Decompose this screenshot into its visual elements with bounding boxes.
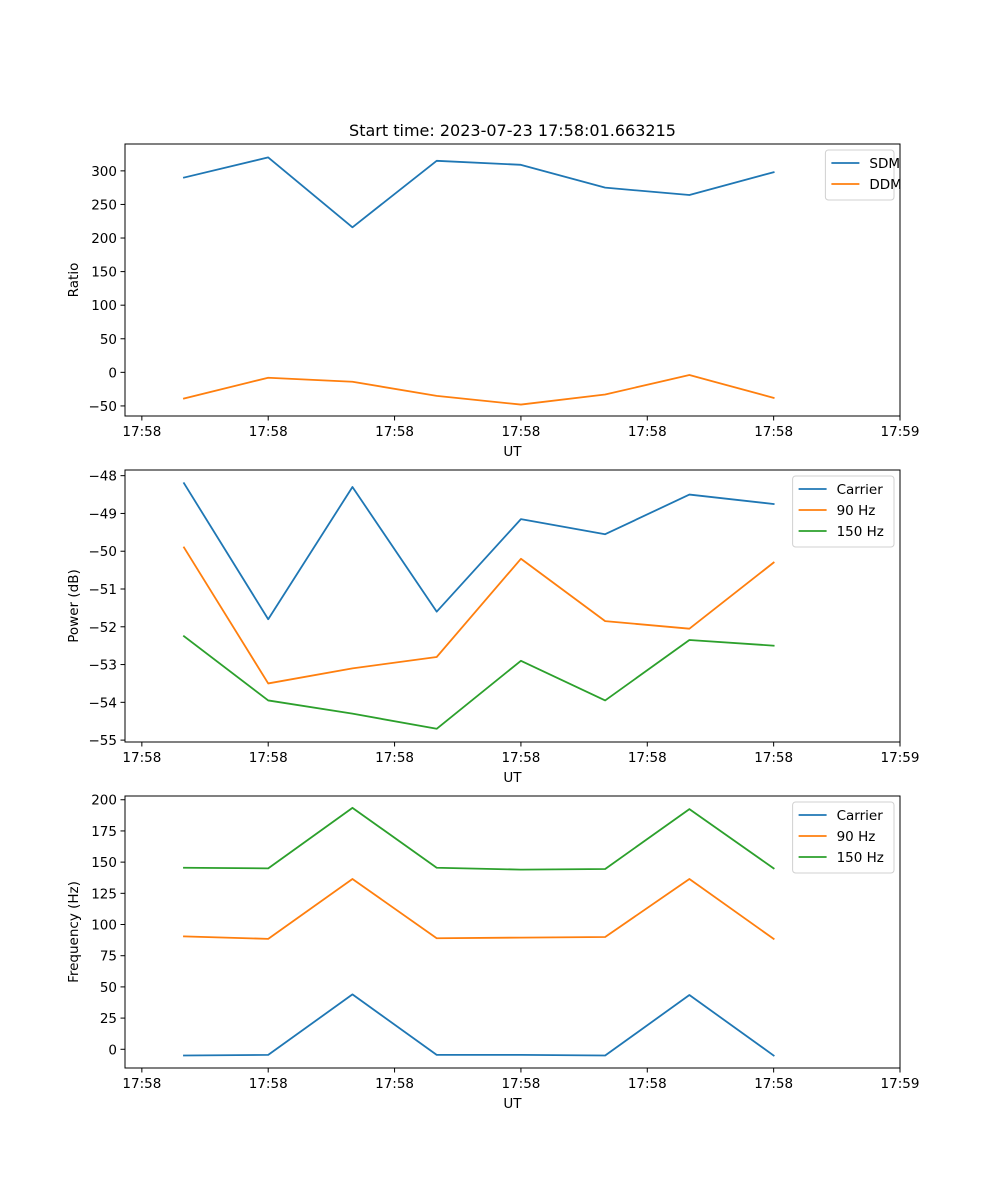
y-tick-label: 0 (108, 365, 117, 381)
series-line-150-hz (182, 634, 775, 730)
x-tick-label: 17:58 (249, 424, 288, 440)
y-tick-label: 0 (108, 1042, 117, 1058)
x-tick-label: 17:58 (249, 1076, 288, 1092)
series-line-carrier (183, 993, 775, 1057)
axes-frame (124, 469, 901, 743)
frequency-panel: UT Frequency (Hz) 17:58 17:58 17:58 17:58 17… (66, 793, 919, 1112)
legend-label: Carrier (837, 482, 884, 498)
x-tick-label: 17:58 (501, 424, 540, 440)
y-tick-label: 150 (91, 855, 117, 871)
y-tick-label: 200 (91, 793, 117, 809)
x-axis-label: UT (503, 1096, 522, 1112)
y-tick-label: −50 (89, 399, 118, 415)
x-tick-label: 17:58 (122, 1076, 161, 1092)
x-tick-label: 17:58 (628, 424, 667, 440)
y-tick-label: −53 (89, 658, 118, 674)
y-axis-label: Ratio (66, 263, 82, 298)
y-tick-label: 250 (91, 197, 117, 213)
y-tick-label: −49 (89, 506, 118, 522)
y-tick-label: −52 (89, 620, 118, 636)
legend-box (792, 801, 895, 874)
x-tick-label: 17:59 (881, 1076, 920, 1092)
ratio-panel: Start time: 2023-07-23 17:58:01.663215 U… (66, 121, 919, 460)
chart-title: Start time: 2023-07-23 17:58:01.663215 (349, 121, 676, 140)
y-tick-label: 300 (91, 164, 117, 180)
series-line-90-hz (182, 546, 775, 685)
y-tick-label: 175 (91, 824, 117, 840)
y-tick-label: −55 (89, 733, 118, 749)
y-tick-label: 125 (91, 886, 117, 902)
y-tick-label: 75 (100, 949, 117, 965)
series-line-sdm (182, 156, 775, 229)
x-tick-label: 17:59 (881, 750, 920, 766)
series-line-carrier (182, 481, 775, 621)
legend-box (792, 475, 895, 548)
axes-frame (124, 795, 901, 1069)
axes-frame (124, 143, 901, 417)
legend: SDM DDM (824, 149, 902, 201)
series-line-ddm (182, 374, 775, 406)
y-tick-label: −54 (89, 695, 118, 711)
legend-label: 150 Hz (837, 850, 884, 866)
x-tick-label: 17:58 (754, 424, 793, 440)
y-tick-label: 25 (100, 1011, 117, 1027)
y-tick-label: 100 (91, 918, 117, 934)
series-line-150-hz (183, 806, 775, 871)
x-axis-label: UT (503, 770, 522, 786)
x-tick-label: 17:58 (501, 1076, 540, 1092)
x-tick-label: 17:58 (628, 1076, 667, 1092)
x-tick-label: 17:58 (628, 750, 667, 766)
y-tick-label: −50 (89, 544, 118, 560)
x-tick-label: 17:58 (754, 750, 793, 766)
x-tick-label: 17:58 (122, 750, 161, 766)
y-tick-label: 200 (91, 231, 117, 247)
y-tick-label: 50 (100, 980, 117, 996)
x-tick-label: 17:58 (501, 750, 540, 766)
x-tick-label: 17:58 (754, 1076, 793, 1092)
legend-label: Carrier (837, 808, 884, 824)
x-tick-label: 17:58 (122, 424, 161, 440)
y-tick-label: −51 (89, 582, 118, 598)
x-tick-label: 17:58 (249, 750, 288, 766)
legend-label: DDM (869, 177, 901, 193)
y-tick-label: 150 (91, 265, 117, 281)
x-tick-label: 17:58 (375, 750, 414, 766)
legend-label: 90 Hz (837, 829, 876, 845)
legend-label: 90 Hz (837, 503, 876, 519)
legend-label: 150 Hz (837, 524, 884, 540)
y-axis-label: Frequency (Hz) (66, 881, 82, 983)
legend-label: SDM (869, 156, 900, 172)
y-axis-label: Power (dB) (66, 569, 82, 642)
power-panel: UT Power (dB) 17:58 17:58 17:58 17:58 17:58 1… (66, 469, 919, 786)
y-tick-label: 100 (91, 298, 117, 314)
x-tick-label: 17:59 (881, 424, 920, 440)
legend: Carrier 90 Hz 150 Hz (792, 475, 895, 548)
y-tick-label: −48 (89, 469, 118, 485)
x-tick-label: 17:58 (375, 424, 414, 440)
series-line-90-hz (183, 878, 775, 941)
x-tick-label: 17:58 (375, 1076, 414, 1092)
legend: Carrier 90 Hz 150 Hz (792, 801, 895, 874)
y-tick-label: 50 (100, 332, 117, 348)
x-axis-label: UT (503, 444, 522, 460)
